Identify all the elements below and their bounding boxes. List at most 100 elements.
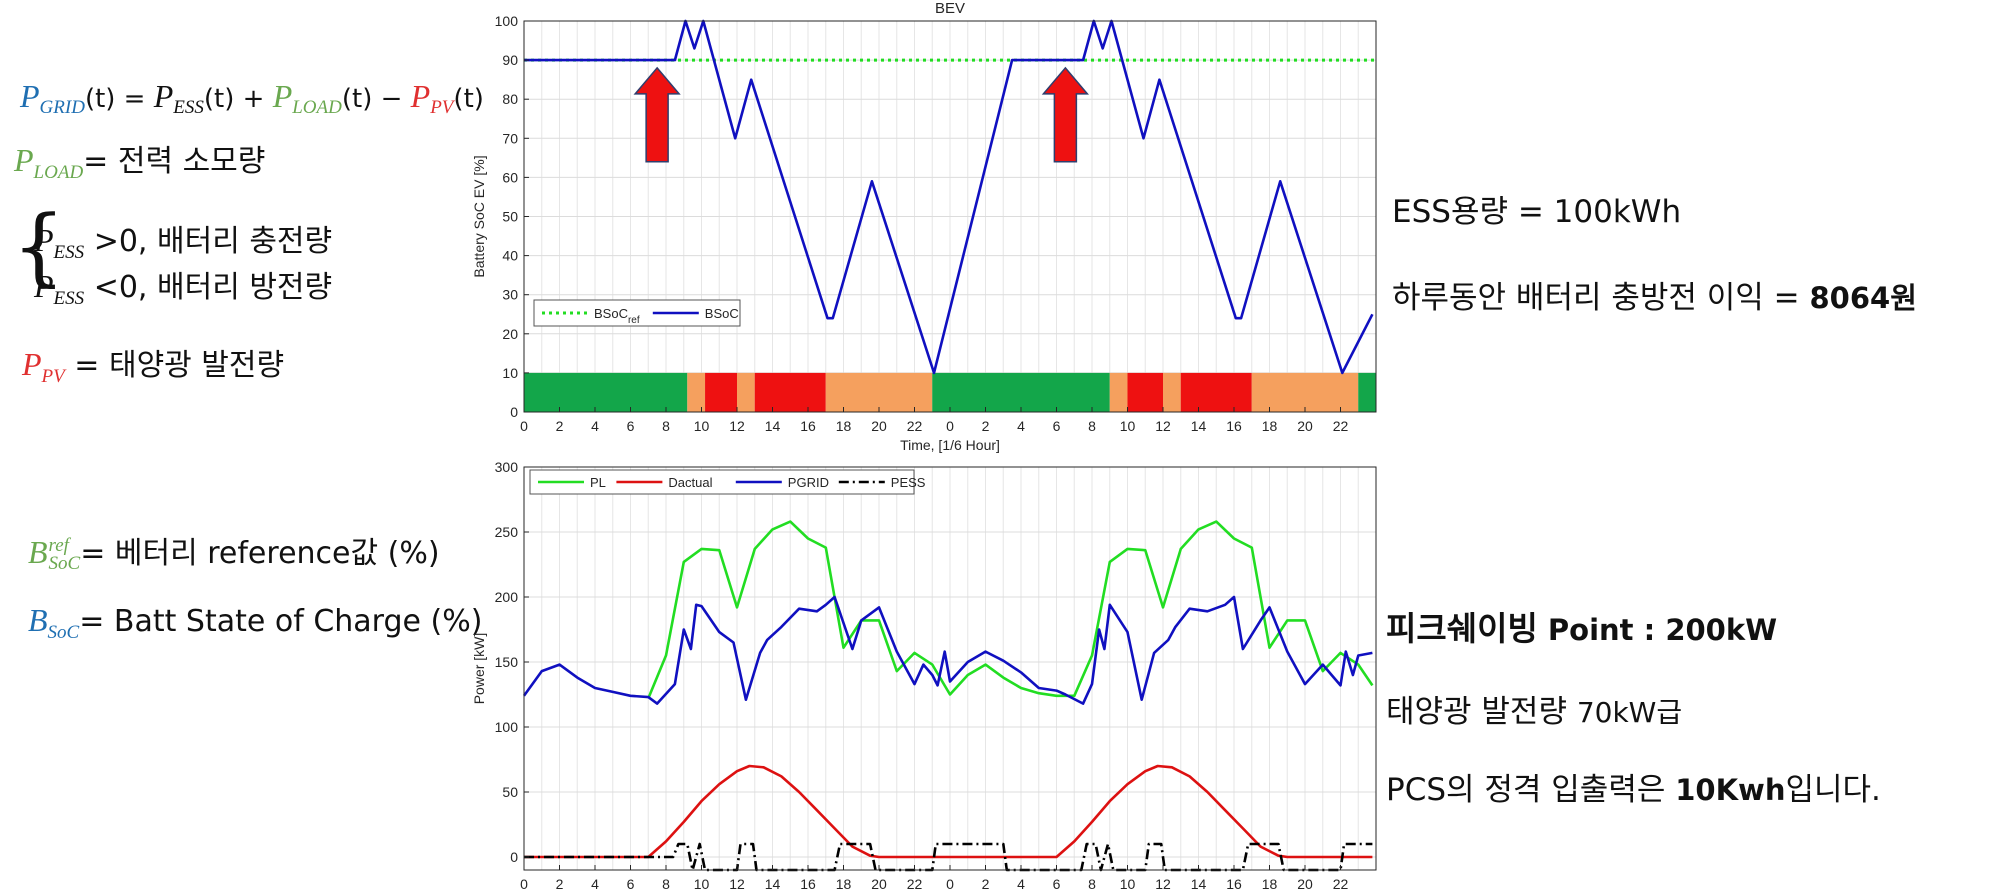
- tariff-segment: [1127, 372, 1163, 412]
- legend-label: PL: [590, 475, 606, 490]
- legend-label: Dactual: [668, 475, 712, 490]
- series-line-pess: [524, 842, 1373, 872]
- x-tick-label: 20: [1297, 418, 1313, 434]
- pv-definition: PPV = 태양광 발전량: [22, 340, 284, 388]
- y-tick-label: 70: [502, 130, 518, 146]
- x-tick-label: 10: [1120, 876, 1136, 892]
- x-tick-label: 6: [1053, 876, 1061, 892]
- pv-def-p: P: [22, 346, 42, 382]
- x-tick-label: 2: [982, 418, 990, 434]
- x-tick-label: 4: [1017, 876, 1025, 892]
- x-tick-label: 2: [982, 876, 990, 892]
- bsoc-definition: BSoC= Batt State of Charge (%): [28, 602, 482, 644]
- load-definition: PLOAD= 전력 소모량: [14, 136, 265, 184]
- ess-pos-sub: ESS: [53, 242, 85, 263]
- bref-def-b: B: [28, 534, 48, 570]
- x-tick-label: 0: [946, 418, 954, 434]
- x-tick-label: 6: [627, 418, 635, 434]
- y-tick-label: 150: [495, 654, 519, 670]
- grid-eq-p4: P: [410, 78, 431, 114]
- ess-pos-p: P: [34, 222, 54, 258]
- tariff-segment: [1163, 372, 1181, 412]
- x-tick-label: 14: [1191, 876, 1207, 892]
- x-tick-label: 0: [946, 876, 954, 892]
- tariff-segment: [754, 372, 826, 412]
- pcs-end: 입니다.: [1785, 772, 1881, 808]
- y-tick-label: 250: [495, 524, 519, 540]
- x-tick-label: 4: [591, 876, 599, 892]
- legend-label-sub: ref: [628, 315, 640, 326]
- x-tick-label: 20: [1297, 876, 1313, 892]
- ess-neg-p: P: [34, 268, 54, 304]
- x-tick-label: 8: [662, 418, 670, 434]
- bsoc-def-text: = Batt State of Charge (%): [79, 604, 483, 639]
- grid-eq-p2: P: [153, 78, 174, 114]
- x-tick-label: 16: [1226, 418, 1242, 434]
- bref-def-sub: SoC: [48, 552, 81, 574]
- chart-1: 0 50 100 150 200 250 300 0 2 4 6 8 10 12 14 16 18 20 22 0 2 4…: [471, 459, 1377, 892]
- pv-def-text: = 태양광 발전량: [64, 348, 285, 383]
- grid-eq-sub-pv: PV: [430, 97, 454, 119]
- x-tick-label: 18: [836, 418, 852, 434]
- ess-capacity-text: ESS용량 = 100kWh: [1392, 194, 1682, 230]
- x-tick-label: 16: [800, 418, 816, 434]
- x-tick-label: 12: [729, 418, 745, 434]
- up-arrow: [633, 66, 681, 163]
- profit-note: 하루동안 배터리 충방전 이익 = 8064원: [1392, 272, 1917, 317]
- peak-label: 피크쉐이빙: [1386, 609, 1538, 648]
- x-tick-label: 20: [871, 876, 887, 892]
- legend-label: PESS: [891, 475, 926, 490]
- x-tick-label: 2: [556, 876, 564, 892]
- profit-label: 하루동안 배터리 충방전 이익 =: [1392, 280, 1810, 316]
- x-tick-label: 4: [591, 418, 599, 434]
- y-tick-label: 10: [502, 365, 518, 381]
- legend-label: PGRID: [788, 475, 829, 490]
- y-tick-label: 20: [502, 326, 518, 342]
- chart-title: BEV: [935, 0, 965, 17]
- x-tick-label: 6: [1053, 418, 1061, 434]
- tariff-segment: [524, 372, 688, 412]
- pv-capacity-note: 태양광 발전량 70kW급: [1386, 686, 1682, 731]
- y-tick-label: 0: [510, 404, 518, 420]
- tariff-segment: [825, 372, 933, 412]
- x-tick-label: 18: [836, 876, 852, 892]
- y-tick-label: 200: [495, 589, 519, 605]
- y-tick-label: 300: [495, 459, 519, 475]
- tariff-segment: [705, 372, 737, 412]
- y-tick-label: 60: [502, 169, 518, 185]
- load-def-p: P: [14, 142, 34, 178]
- x-tick-label: 16: [800, 876, 816, 892]
- legend-label: BSoC: [705, 306, 739, 321]
- ess-negative-definition: PESS <0, 배터리 방전량: [34, 262, 332, 310]
- bref-def-text: = 베터리 reference값 (%): [80, 536, 440, 571]
- grid-eq-sub-load: LOAD: [292, 97, 342, 119]
- y-tick-label: 30: [502, 287, 518, 303]
- ess-pos-text: >0, 배터리 충전량: [84, 224, 333, 259]
- y-tick-label: 50: [502, 784, 518, 800]
- y-tick-label: 80: [502, 91, 518, 107]
- tariff-segment: [1180, 372, 1252, 412]
- load-def-sub: LOAD: [33, 162, 84, 183]
- x-tick-label: 10: [1120, 418, 1136, 434]
- x-tick-label: 14: [1191, 418, 1207, 434]
- x-tick-label: 18: [1262, 876, 1278, 892]
- y-tick-label: 100: [495, 719, 519, 735]
- grid-eq-sub-grid: GRID: [39, 97, 85, 119]
- x-tick-label: 12: [729, 876, 745, 892]
- x-tick-label: 4: [1017, 418, 1025, 434]
- pcs-rating-note: PCS의 정격 입출력은 10Kwh입니다.: [1386, 764, 1881, 809]
- y-axis-label: Battery SoC EV [%]: [471, 155, 487, 277]
- x-tick-label: 2: [556, 418, 564, 434]
- bsoc-def-sub: SoC: [47, 622, 80, 643]
- y-tick-label: 90: [502, 52, 518, 68]
- grid-eq-p3: P: [272, 78, 293, 114]
- x-tick-label: 14: [765, 418, 781, 434]
- tariff-segment: [1358, 372, 1376, 412]
- profit-value: 8064원: [1809, 281, 1917, 315]
- pcs-label: PCS의 정격 입출력은: [1386, 772, 1676, 808]
- x-tick-label: 22: [1333, 418, 1349, 434]
- x-tick-label: 12: [1155, 418, 1171, 434]
- bsoc-def-b: B: [28, 602, 48, 638]
- grid-eq-minus: (t) −: [341, 84, 411, 114]
